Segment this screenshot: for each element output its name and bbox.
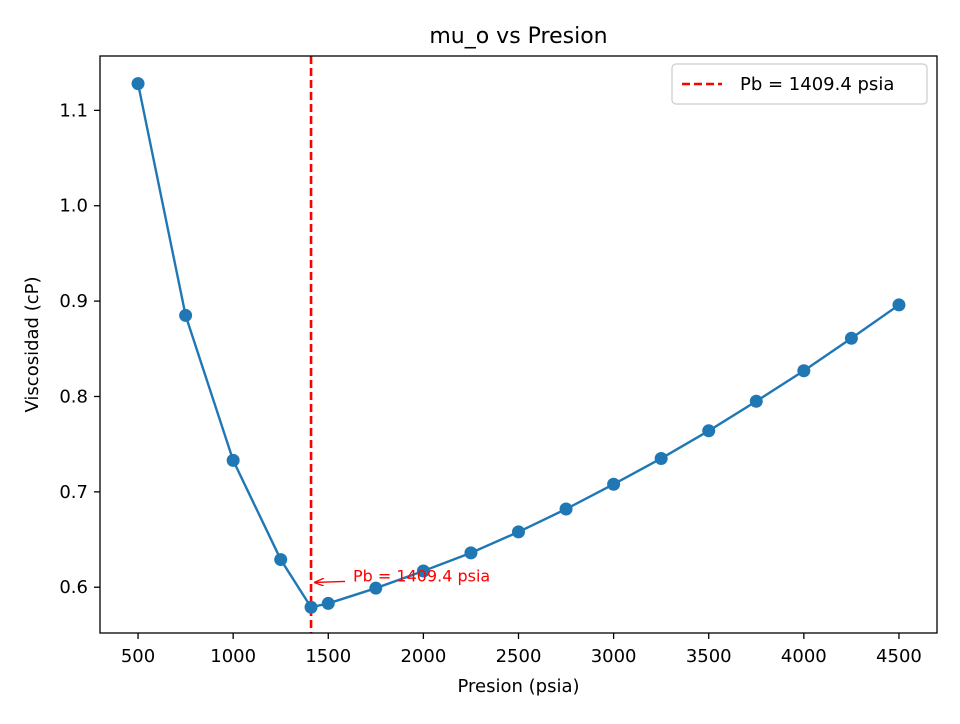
x-axis-label: Presion (psia) — [457, 676, 579, 697]
legend-label: Pb = 1409.4 psia — [740, 74, 894, 95]
data-point — [702, 424, 716, 438]
x-tick-label: 2000 — [400, 646, 446, 667]
plot-area — [100, 56, 937, 633]
data-point — [464, 546, 478, 560]
data-point — [131, 77, 145, 91]
data-point — [321, 596, 335, 610]
y-tick-label: 1.1 — [59, 100, 88, 121]
x-tick-label: 2500 — [496, 646, 542, 667]
x-axis-ticks: 500 1000 1500 2000 2500 3000 3500 4000 4500 — [121, 633, 922, 667]
chart-title: mu_o vs Presion — [429, 24, 607, 49]
data-point — [369, 581, 383, 595]
series-layer — [131, 77, 906, 614]
annotation-text: Pb = 1409.4 psia — [353, 566, 490, 585]
data-point — [559, 502, 573, 516]
y-tick-label: 0.6 — [59, 577, 88, 598]
data-point — [179, 308, 193, 322]
x-tick-label: 3500 — [686, 646, 732, 667]
y-tick-label: 1.0 — [59, 196, 88, 217]
data-point — [274, 553, 288, 567]
data-point — [512, 525, 525, 539]
y-axis-label: Viscosidad (cP) — [22, 277, 43, 413]
data-point — [416, 564, 430, 578]
y-tick-label: 0.9 — [59, 291, 88, 312]
x-tick-label: 1000 — [210, 646, 256, 667]
data-point — [607, 477, 621, 491]
data-point — [797, 364, 811, 378]
y-tick-label: 0.8 — [59, 386, 88, 407]
x-tick-label: 3000 — [591, 646, 637, 667]
x-tick-label: 1500 — [305, 646, 351, 667]
annotation-layer: Pb = 1409.4 psia — [315, 566, 490, 585]
y-axis-ticks: 0.6 0.7 0.8 0.9 1.0 1.1 — [59, 100, 100, 598]
data-point — [749, 394, 763, 408]
data-point — [892, 298, 906, 312]
data-point — [654, 451, 668, 465]
data-point — [304, 600, 318, 614]
series-line — [136, 83, 900, 609]
y-tick-label: 0.7 — [59, 482, 88, 503]
x-tick-label: 4500 — [876, 646, 922, 667]
annotation-arrow — [315, 581, 346, 582]
data-point — [844, 331, 858, 345]
legend: Pb = 1409.4 psia — [671, 63, 928, 105]
x-tick-label: 4000 — [781, 646, 827, 667]
data-point — [226, 453, 240, 467]
x-tick-label: 500 — [121, 646, 155, 667]
legend-box — [671, 63, 928, 105]
